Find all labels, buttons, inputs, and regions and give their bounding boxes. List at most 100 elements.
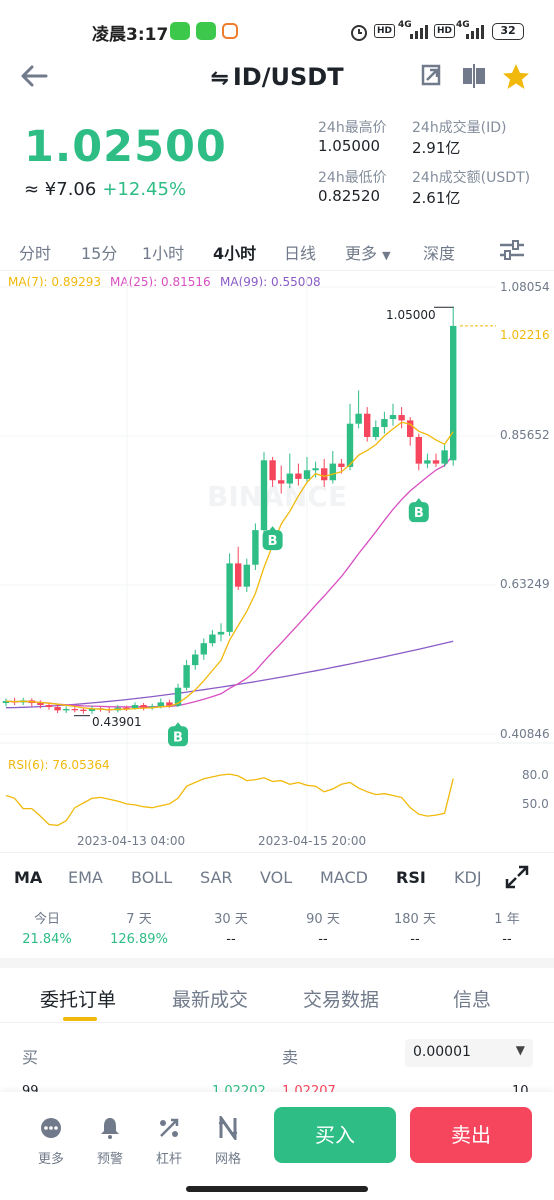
home-indicator [186, 1186, 368, 1192]
perf-label: 1 年 [494, 912, 520, 927]
rsi-label: RSI(6): 76.05364 [8, 758, 110, 772]
signal-icon [410, 23, 428, 39]
perf-value: 126.89% [110, 932, 168, 947]
more-button[interactable]: 更多 [29, 1116, 73, 1167]
rsi-path [5, 773, 454, 827]
tab-interval-1h[interactable]: 1小时 [142, 244, 185, 263]
candle [192, 654, 199, 666]
indicator-kdj[interactable]: KDJ [454, 868, 482, 887]
tab-interval-more[interactable]: 更多 ▼ [345, 240, 391, 264]
candle [243, 564, 250, 587]
indicator-ma[interactable]: MA [14, 868, 43, 887]
price-axis-label: 0.85652 [500, 428, 550, 442]
tab-recent-trades[interactable]: 最新成交 [172, 989, 249, 1011]
indicator-macd[interactable]: MACD [320, 868, 368, 887]
book-sell-label: 卖 [282, 1048, 299, 1067]
chart-grid [0, 270, 554, 835]
favorite-star-icon[interactable] [501, 62, 531, 91]
tab-orders[interactable]: 委托订单 [40, 989, 117, 1011]
sell-button[interactable]: 卖出 [410, 1107, 532, 1163]
ma25-label: MA(25): 0.81516 [110, 275, 211, 289]
indicator-rsi[interactable]: RSI [396, 868, 426, 887]
margin-button[interactable]: 杠杆 [147, 1116, 191, 1167]
candle [295, 473, 302, 479]
chart-settings-icon[interactable] [498, 238, 526, 262]
low-value: 0.82520 [318, 187, 381, 205]
perf-label: 180 天 [394, 912, 436, 927]
candle [140, 705, 147, 708]
candle [54, 707, 61, 711]
last-price: 1.02500 [24, 122, 227, 172]
pair-name: ID/USDT [232, 63, 344, 91]
perf-today: 今日 21.84% [0, 908, 94, 947]
indicator-ema[interactable]: EMA [68, 868, 103, 887]
tab-trade-data[interactable]: 交易数据 [303, 989, 380, 1011]
buy-marker [262, 530, 283, 551]
indicator-sar[interactable]: SAR [200, 868, 233, 887]
active-tab-indicator [63, 1017, 97, 1021]
ma99-path [5, 640, 454, 709]
ma7-line [5, 421, 454, 711]
buy-marker-label: B [268, 534, 278, 549]
low-label: 24h最低价 [318, 170, 387, 186]
candle [2, 701, 10, 704]
tab-info[interactable]: 信息 [453, 989, 492, 1011]
candle [450, 325, 457, 461]
amount-label: 24h成交额(USDT) [412, 170, 531, 186]
indicator-vol[interactable]: VOL [260, 868, 293, 887]
rsi-axis-label: 50.0 [522, 797, 549, 811]
price-axis-label: 1.08054 [500, 280, 550, 294]
tab-interval-4h[interactable]: 4小时 [213, 244, 257, 263]
tab-interval-time[interactable]: 分时 [19, 244, 52, 263]
alert-button[interactable]: 预警 [88, 1116, 132, 1167]
bell-icon [101, 1118, 119, 1139]
back-arrow-icon[interactable] [20, 64, 48, 88]
perf-7d: 7 天 126.89% [92, 908, 186, 947]
wechat-icon [170, 22, 190, 40]
chart-mode-icon[interactable] [460, 62, 488, 90]
bottom-action-bar: 更多 预警 杠杆 网格 买入 卖出 [0, 1092, 554, 1200]
candle [389, 415, 397, 420]
candle [63, 709, 70, 711]
tab-interval-1d[interactable]: 日线 [284, 244, 317, 263]
candle [88, 708, 96, 712]
candle [278, 480, 285, 484]
markers: B B B [168, 498, 429, 747]
candle [37, 703, 44, 706]
tab-interval-15m[interactable]: 15分 [81, 244, 118, 263]
candle [346, 423, 354, 467]
precision-select[interactable]: 0.00001 ▼ [405, 1039, 533, 1067]
perf-180d: 180 天 -- [368, 908, 462, 947]
rsi-line [5, 773, 454, 827]
perf-1y: 1 年 -- [460, 908, 554, 947]
hd-icon-2: HD [434, 24, 456, 38]
binance-watermark: BINANCE [207, 480, 347, 513]
perf-value: -- [410, 932, 420, 947]
candlestick-chart[interactable]: BINANCE B B B [0, 270, 554, 860]
grid-button[interactable]: 网格 [206, 1113, 250, 1167]
candle [329, 463, 336, 481]
precision-value: 0.00001 [413, 1044, 471, 1060]
more-icon [41, 1118, 61, 1138]
candle [80, 709, 87, 712]
candle [364, 413, 371, 438]
perf-90d: 90 天 -- [276, 908, 370, 947]
share-icon[interactable] [418, 63, 444, 89]
fullscreen-icon[interactable] [504, 864, 530, 890]
candle [71, 709, 78, 711]
divider [0, 1022, 554, 1023]
network-type-2: 4G [456, 20, 470, 30]
divider [0, 852, 554, 853]
indicator-boll[interactable]: BOLL [131, 868, 173, 887]
buy-marker-label: B [173, 730, 183, 745]
tab-depth[interactable]: 深度 [423, 244, 456, 263]
status-time: 凌晨3:17 [92, 25, 169, 45]
pair-title[interactable]: ⇋ ID/USDT [0, 63, 554, 91]
ma25-path [5, 454, 454, 708]
buy-button[interactable]: 买入 [274, 1107, 396, 1163]
candle [441, 450, 448, 464]
hd-icon: HD [374, 24, 396, 38]
price-cny: ≈ ¥7.06 +12.45% [24, 179, 186, 200]
candle [260, 460, 268, 531]
candle [303, 470, 311, 479]
